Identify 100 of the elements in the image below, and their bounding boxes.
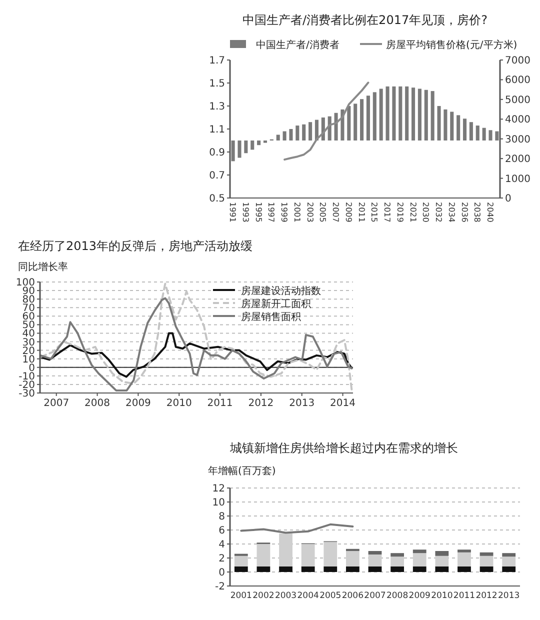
x-tick-label: 2013 — [289, 398, 315, 409]
y2-tick-label: 0 — [505, 194, 512, 204]
legend-label: 房屋销售面积 — [241, 311, 301, 323]
bar — [488, 130, 492, 140]
x-tick-label: 2006 — [342, 591, 364, 601]
bar — [296, 126, 300, 140]
bar — [502, 553, 516, 557]
y2-tick-label: 5000 — [505, 94, 530, 106]
bar — [231, 140, 235, 162]
x-tick-label: 1995 — [254, 202, 263, 222]
legend-label: 房屋平均销售价格(元/平方米) — [386, 39, 518, 51]
y-axis-title: 年增幅(百万套) — [208, 465, 276, 477]
x-tick-label: 2005 — [320, 591, 342, 601]
x-tick-label: 1991 — [228, 202, 238, 222]
bar — [308, 122, 312, 140]
y-tick-label: -30 — [18, 388, 35, 400]
bar — [412, 553, 426, 566]
x-tick-label: 2036 — [460, 202, 469, 222]
x-tick-label: 2034 — [446, 202, 456, 222]
bar — [257, 140, 261, 146]
y-tick-label: 1.3 — [209, 102, 225, 112]
legend-label: 中国生产者/消费者 — [256, 39, 340, 51]
x-tick-label: 2019 — [395, 202, 404, 222]
x-tick-label: 2003 — [274, 591, 297, 601]
bar — [390, 553, 404, 557]
bar — [368, 566, 382, 572]
y-tick-label: 0.5 — [209, 194, 225, 204]
bar — [324, 566, 338, 572]
x-tick-label: 2009 — [344, 202, 353, 222]
y-tick-label: 1.1 — [209, 124, 225, 136]
y2-tick-label: 3000 — [505, 134, 530, 146]
bar — [495, 131, 499, 140]
y-tick-label: 1.5 — [209, 78, 225, 90]
line-series — [284, 82, 370, 161]
bar — [276, 134, 280, 140]
bar — [346, 551, 360, 566]
bar — [480, 556, 494, 566]
bar — [279, 534, 292, 566]
y-tick-label: 6 — [218, 526, 225, 536]
x-tick-label: 2012 — [476, 591, 498, 601]
bar — [502, 556, 516, 566]
bar — [289, 129, 293, 140]
y-tick-label: 0.9 — [209, 148, 225, 158]
bar — [250, 140, 254, 150]
x-tick-label: 2010 — [431, 591, 453, 601]
bar — [334, 112, 338, 140]
x-tick-label: 2007 — [331, 202, 340, 222]
bar — [412, 566, 426, 572]
x-tick-label: 2007 — [364, 591, 386, 601]
bar — [244, 140, 248, 154]
y-tick-label: -2 — [215, 582, 225, 592]
y2-tick-label: 7000 — [505, 56, 530, 66]
y2-tick-label: 2000 — [505, 154, 530, 166]
bar — [482, 128, 486, 140]
bar — [450, 112, 454, 140]
y2-tick-label: 4000 — [505, 114, 530, 126]
bar — [502, 566, 516, 572]
x-tick-label: 2014 — [330, 398, 356, 409]
bar — [301, 566, 315, 572]
bar — [282, 131, 286, 140]
bar — [372, 92, 376, 140]
bar — [430, 91, 434, 140]
bar — [480, 566, 494, 572]
bar — [458, 552, 471, 566]
bar — [368, 554, 382, 566]
x-tick-label: 2011 — [356, 202, 366, 222]
x-tick-label: 2009 — [125, 398, 151, 409]
y-tick-label: 8 — [218, 512, 225, 522]
x-tick-label: 2030 — [421, 202, 430, 222]
bar — [458, 550, 471, 552]
bar — [366, 96, 370, 140]
bar — [302, 124, 306, 140]
y-tick-label: 0 — [218, 568, 225, 578]
chart-title: 中国生产者/消费者比例在2017年见顶，房价? — [242, 13, 488, 27]
y-tick-label: 2 — [218, 554, 225, 564]
bar — [256, 544, 270, 566]
x-tick-label: 2008 — [84, 398, 110, 409]
bar — [386, 86, 390, 140]
x-tick-label: 2002 — [252, 591, 274, 601]
x-tick-label: 2003 — [305, 202, 314, 222]
bar — [390, 556, 404, 566]
legend-label: 房屋新开工面积 — [241, 298, 311, 310]
x-tick-label: 2008 — [386, 591, 408, 601]
bar — [354, 104, 358, 140]
bar — [444, 109, 448, 140]
x-tick-label: 1997 — [266, 202, 276, 222]
bar — [435, 556, 449, 566]
y-axis-title: 同比增长率 — [18, 261, 68, 273]
bar — [469, 122, 473, 140]
bar — [435, 551, 449, 556]
x-tick-label: 1999 — [280, 202, 289, 222]
x-tick-label: 2013 — [498, 591, 520, 601]
bar — [390, 566, 404, 572]
bar — [462, 118, 467, 140]
x-tick-label: 2012 — [248, 398, 274, 409]
bar — [324, 542, 338, 566]
y-tick-label: 4 — [218, 540, 225, 550]
line-series — [39, 332, 353, 378]
bar — [347, 106, 351, 140]
bar — [379, 88, 383, 140]
